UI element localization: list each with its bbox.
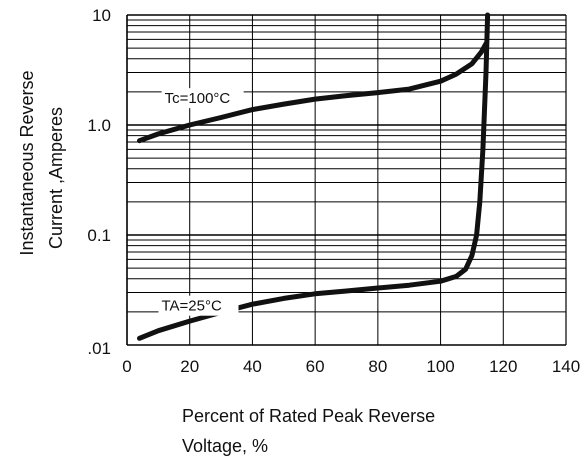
x-axis-label-line2: Voltage, %	[182, 436, 268, 456]
x-tick-label: 120	[489, 357, 517, 376]
x-tick-label: 40	[243, 357, 262, 376]
x-tick-label: 60	[306, 357, 325, 376]
curve-labels: Tc=100°C TA=25°C	[158, 88, 244, 316]
series-label-tc100: Tc=100°C	[165, 90, 231, 107]
y-tick-label: 1.0	[87, 116, 111, 135]
series-label-bg	[158, 295, 239, 316]
x-tick-label: 80	[368, 357, 387, 376]
x-tick-label: 100	[426, 357, 454, 376]
x-tick-label: 20	[180, 357, 199, 376]
series-label-ta25: TA=25°C	[161, 298, 221, 315]
x-tick-label: 0	[122, 357, 131, 376]
x-axis-label-line1: Percent of Rated Peak Reverse	[182, 406, 435, 426]
y-axis-label-line1: Instantaneous Reverse	[17, 70, 37, 255]
tick-labels: 0 20 40 60 80 100 120 140 .01 0.1 1.0 10	[87, 6, 580, 376]
y-tick-label: 0.1	[87, 226, 111, 245]
y-axis-label-line2: Current ,Amperes	[46, 107, 66, 249]
chart-grid	[126, 14, 567, 346]
y-tick-label: 10	[92, 6, 111, 25]
x-tick-label: 140	[552, 357, 580, 376]
series-line-tc100	[137, 41, 489, 144]
y-tick-label: .01	[87, 339, 111, 358]
series-label-bg	[161, 88, 244, 109]
chart-curves	[137, 12, 491, 341]
series-line-ta25	[137, 12, 491, 341]
